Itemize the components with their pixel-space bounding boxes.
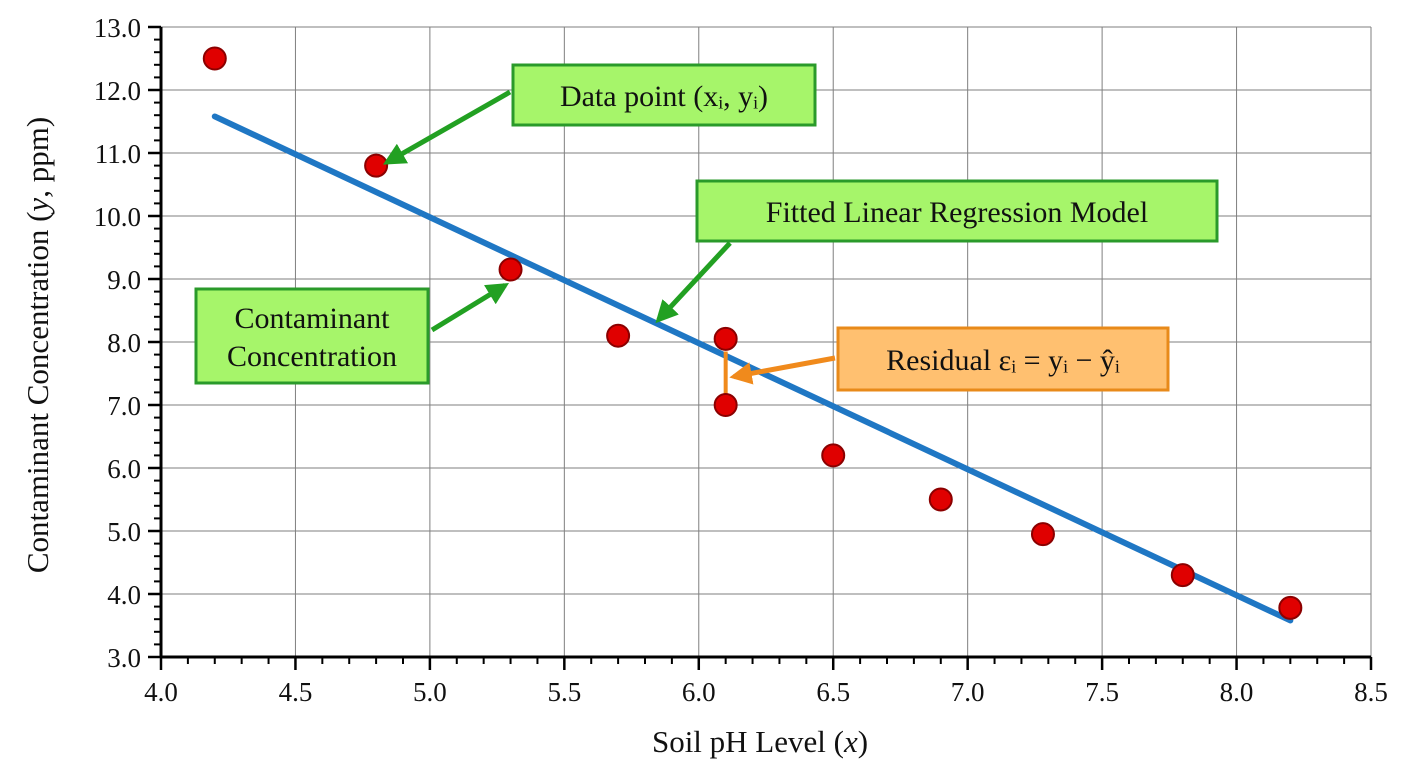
x-tick-label: 4.5 — [279, 677, 313, 707]
y-axis-title-var: y — [20, 198, 55, 215]
x-axis-title-prefix: Soil pH Level ( — [652, 724, 844, 759]
y-tick-label: 8.0 — [107, 328, 141, 358]
x-tick-label: 8.5 — [1354, 677, 1388, 707]
callout-data-point-box — [511, 63, 817, 127]
y-tick-label: 5.0 — [107, 517, 141, 547]
callout-residual-text: Residual εᵢ = yᵢ − ŷᵢ — [886, 344, 1120, 377]
data-point — [713, 393, 738, 417]
data-point — [713, 326, 738, 351]
x-axis-title-suffix: ) — [858, 724, 868, 759]
callout-residual: Residual εᵢ = yᵢ − ŷᵢ — [729, 326, 1170, 392]
callout-fitted-model-box — [695, 179, 1219, 243]
data-point — [1030, 522, 1055, 547]
x-axis-title-var: x — [843, 724, 858, 759]
data-point — [928, 487, 953, 512]
callout-contaminant-line1: Contaminant — [235, 302, 391, 335]
x-tick-label: 6.0 — [682, 677, 716, 707]
callout-fitted-model: Fitted Linear Regression Model — [655, 179, 1219, 324]
y-axis-title-prefix: Contaminant Concentration ( — [20, 212, 55, 574]
y-axis-title: Contaminant Concentration (y, ppm) — [20, 117, 55, 573]
callout-data-point-text: Data point (xᵢ, yᵢ) — [560, 80, 768, 113]
y-axis-title-suffix: , ppm) — [20, 117, 55, 198]
data-point — [821, 443, 846, 468]
x-tick-label: 8.0 — [1220, 677, 1254, 707]
arrow-fitted-model — [655, 241, 732, 324]
x-tick-label: 4.0 — [144, 677, 178, 707]
callout-contaminant-line2: Concentration — [227, 340, 397, 373]
y-tick-label: 3.0 — [107, 643, 141, 673]
arrow-data-point — [382, 89, 512, 165]
data-point — [1278, 595, 1303, 620]
y-tick-label: 13.0 — [94, 13, 141, 43]
y-tick-label: 11.0 — [95, 139, 141, 169]
y-tick-label: 7.0 — [107, 391, 141, 421]
x-tick-label: 7.5 — [1085, 677, 1119, 707]
callout-data-point: Data point (xᵢ, yᵢ) — [382, 63, 817, 165]
x-tick-label: 5.0 — [413, 677, 447, 707]
y-axis-ticks: 3.0 4.0 5.0 6.0 7.0 8.0 9.0 10.0 11.0 12.0 13.0 — [94, 13, 161, 673]
callout-contaminant: Contaminant Concentration — [194, 282, 510, 385]
callout-contaminant-box — [194, 287, 430, 385]
data-point — [498, 257, 523, 282]
data-points — [202, 46, 1303, 620]
data-point — [606, 323, 631, 348]
arrow-contaminant — [430, 282, 510, 333]
callout-residual-box — [836, 326, 1170, 392]
arrow-residual — [729, 355, 836, 385]
callout-fitted-model-text: Fitted Linear Regression Model — [766, 196, 1148, 229]
x-tick-label: 5.5 — [547, 677, 581, 707]
y-tick-label: 12.0 — [94, 76, 141, 106]
data-point — [202, 46, 227, 71]
data-point — [1170, 563, 1195, 588]
y-tick-label: 4.0 — [107, 580, 141, 610]
x-axis-ticks: 4.0 4.5 5.0 5.5 6.0 6.5 7.0 7.5 8.0 8.5 — [144, 657, 1388, 707]
x-tick-label: 6.5 — [816, 677, 850, 707]
y-tick-label: 9.0 — [107, 265, 141, 295]
data-point — [364, 153, 389, 178]
y-tick-label: 6.0 — [107, 454, 141, 484]
y-tick-label: 10.0 — [94, 202, 141, 232]
x-axis-title: Soil pH Level (x) — [652, 724, 868, 759]
x-tick-label: 7.0 — [951, 677, 985, 707]
